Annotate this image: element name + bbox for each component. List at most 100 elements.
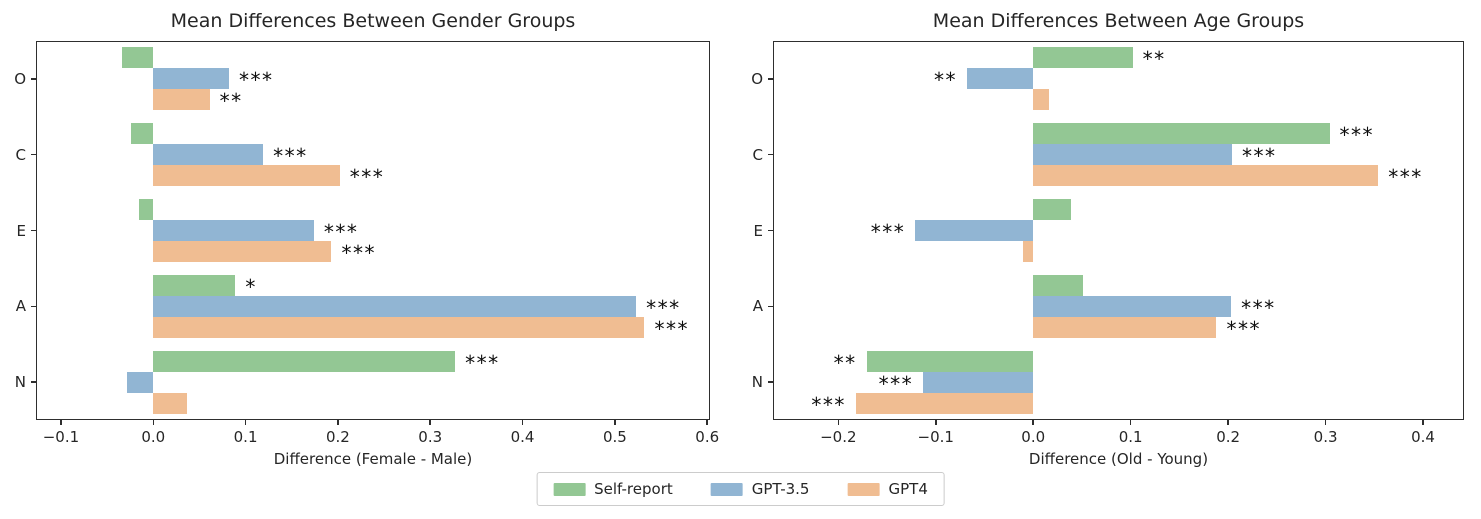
x-tick-label: 0.6 bbox=[695, 428, 720, 446]
bar-gpt4-c bbox=[1033, 165, 1379, 187]
x-tick-mark bbox=[935, 420, 937, 425]
y-tick-label: A bbox=[15, 297, 26, 316]
y-tick-label: N bbox=[751, 373, 763, 392]
x-tick-label: 0.4 bbox=[510, 428, 535, 446]
legend-swatch bbox=[553, 482, 586, 496]
significance-stars: *** bbox=[341, 241, 376, 265]
legend-label: Self-report bbox=[594, 480, 673, 498]
bar-selfreport-o bbox=[121, 47, 154, 69]
bar-selfreport-e bbox=[139, 199, 154, 220]
y-tick-label: C bbox=[15, 145, 26, 164]
legend-label: GPT4 bbox=[888, 480, 928, 498]
x-tick-mark bbox=[706, 420, 708, 425]
x-tick-label: 0.5 bbox=[602, 428, 627, 446]
y-tick-mark bbox=[768, 78, 773, 80]
bar-gpt35-e bbox=[915, 220, 1034, 241]
y-tick-mark bbox=[31, 381, 36, 383]
x-axis-label-gender: Difference (Female - Male) bbox=[273, 450, 473, 468]
chart-title-age: Mean Differences Between Age Groups bbox=[932, 10, 1305, 32]
x-tick-mark bbox=[152, 420, 154, 425]
significance-stars: *** bbox=[1388, 165, 1423, 190]
bar-gpt4-e bbox=[1023, 241, 1034, 262]
significance-stars: *** bbox=[646, 295, 681, 320]
x-tick-mark bbox=[521, 420, 524, 425]
significance-stars: *** bbox=[1241, 295, 1276, 320]
significance-stars: ** bbox=[833, 350, 857, 375]
significance-stars: *** bbox=[465, 350, 500, 375]
x-tick-mark bbox=[614, 420, 616, 425]
bar-gpt35-n bbox=[923, 371, 1034, 393]
bar-gpt4-e bbox=[153, 241, 332, 262]
x-tick-label: 0.0 bbox=[1021, 428, 1046, 446]
x-tick-mark bbox=[837, 420, 840, 425]
bar-gpt35-o bbox=[153, 68, 229, 90]
significance-stars: *** bbox=[273, 144, 308, 169]
bar-selfreport-n bbox=[153, 350, 456, 372]
y-tick-label: C bbox=[752, 145, 763, 164]
significance-stars: *** bbox=[878, 371, 914, 396]
significance-stars: ** bbox=[219, 89, 243, 114]
y-tick-label: A bbox=[752, 297, 763, 316]
y-tick-mark bbox=[31, 229, 36, 232]
y-tick-mark bbox=[31, 153, 36, 156]
x-tick-label: 0.2 bbox=[325, 428, 350, 446]
bar-gpt4-o bbox=[153, 89, 210, 111]
bar-selfreport-a bbox=[153, 274, 236, 296]
bar-gpt35-c bbox=[1033, 144, 1233, 166]
bar-gpt35-a bbox=[153, 295, 637, 317]
legend: Self-report GPT-3.5 GPT4 bbox=[536, 472, 945, 506]
x-tick-label: 0.1 bbox=[1118, 428, 1143, 446]
bar-gpt35-e bbox=[153, 220, 314, 241]
x-tick-label: −0.1 bbox=[917, 428, 954, 446]
x-tick-mark bbox=[429, 420, 431, 425]
x-tick-label: 0.0 bbox=[141, 428, 166, 446]
y-tick-mark bbox=[31, 305, 36, 308]
y-tick-label: O bbox=[751, 69, 763, 88]
legend-label: GPT-3.5 bbox=[751, 480, 810, 498]
x-tick-mark bbox=[60, 420, 62, 425]
significance-stars: ** bbox=[1142, 47, 1166, 72]
significance-stars: *** bbox=[811, 392, 846, 417]
bar-gpt4-n bbox=[153, 392, 188, 414]
y-tick-mark bbox=[768, 305, 773, 308]
y-tick-mark bbox=[768, 229, 773, 232]
bar-gpt4-a bbox=[153, 316, 645, 338]
significance-stars: *** bbox=[323, 220, 359, 244]
bar-selfreport-c bbox=[1033, 123, 1330, 145]
y-tick-label: E bbox=[753, 221, 763, 240]
x-tick-mark bbox=[1129, 420, 1132, 425]
bar-selfreport-c bbox=[131, 123, 154, 145]
significance-stars: *** bbox=[1339, 123, 1374, 148]
x-tick-mark bbox=[1227, 420, 1229, 425]
y-tick-label: N bbox=[14, 373, 26, 392]
x-tick-label: −0.2 bbox=[820, 428, 857, 446]
significance-stars: *** bbox=[238, 68, 274, 93]
bar-gpt35-n bbox=[127, 371, 154, 393]
bar-gpt35-a bbox=[1033, 295, 1232, 317]
legend-item-selfreport: Self-report bbox=[553, 480, 673, 498]
y-tick-mark bbox=[31, 78, 36, 80]
bar-selfreport-o bbox=[1033, 47, 1133, 69]
bar-gpt35-c bbox=[153, 144, 264, 166]
bar-gpt4-a bbox=[1033, 316, 1217, 338]
x-tick-label: −0.1 bbox=[42, 428, 80, 446]
legend-swatch bbox=[710, 482, 743, 496]
significance-stars: * bbox=[245, 274, 257, 299]
significance-stars: *** bbox=[654, 316, 689, 341]
y-tick-mark bbox=[768, 153, 773, 156]
legend-item-gpt4: GPT4 bbox=[847, 480, 928, 498]
x-tick-label: 0.3 bbox=[418, 428, 443, 446]
y-tick-label: E bbox=[16, 221, 26, 240]
x-tick-mark bbox=[1324, 420, 1327, 425]
x-tick-mark bbox=[1422, 420, 1424, 425]
legend-item-gpt35: GPT-3.5 bbox=[710, 480, 810, 498]
x-tick-label: 0.3 bbox=[1313, 428, 1338, 446]
x-tick-mark bbox=[244, 420, 247, 425]
x-tick-mark bbox=[337, 420, 339, 425]
significance-stars: *** bbox=[1226, 316, 1261, 341]
bar-selfreport-e bbox=[1033, 199, 1072, 220]
x-tick-label: 0.1 bbox=[233, 428, 258, 446]
x-tick-mark bbox=[1032, 420, 1034, 425]
bar-gpt35-o bbox=[966, 68, 1034, 90]
